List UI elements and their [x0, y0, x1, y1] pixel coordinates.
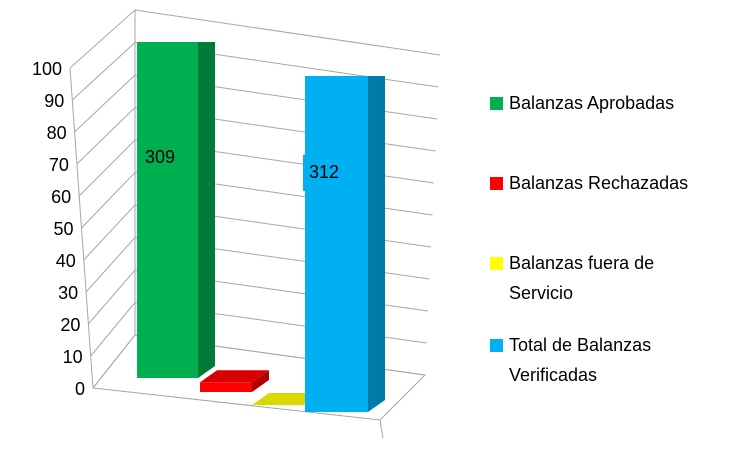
bar-group [200, 370, 269, 392]
bar-top [252, 393, 321, 405]
data-label-bg [303, 155, 349, 191]
data-label: 309 [145, 147, 175, 167]
bar-group [305, 76, 385, 412]
legend-swatch [490, 97, 503, 110]
bar [305, 76, 368, 412]
bar-side [252, 370, 269, 392]
legend-item: Balanzas Aprobadas [490, 88, 674, 118]
y-tick-label: 80 [47, 123, 67, 143]
legend-label: Total de Balanzas Verificadas [509, 335, 652, 385]
legend-swatch [490, 177, 503, 190]
legend-item: Balanzas fuera de Servicio [490, 248, 690, 308]
y-tick-label: 10 [63, 347, 83, 367]
axis-line [69, 67, 94, 389]
legend-item: Balanzas Rechazadas [490, 168, 688, 198]
legend-swatch [490, 339, 503, 352]
legend-label: Balanzas Aprobadas [509, 93, 675, 113]
grid-line [69, 9, 441, 69]
y-tick-label: 100 [32, 59, 62, 79]
y-tick-label: 30 [58, 283, 78, 303]
floor [92, 334, 427, 421]
y-tick-label: 20 [60, 315, 80, 335]
data-label: 312 [309, 162, 339, 182]
bar-side [368, 76, 385, 412]
legend-label: Balanzas fuera de Servicio [509, 253, 655, 303]
floor-edge [379, 419, 384, 439]
y-tick-label: 70 [49, 155, 69, 175]
y-tick-label: 90 [44, 91, 64, 111]
y-tick-label: 0 [75, 379, 85, 399]
legend-item: Total de Balanzas Verificadas [490, 330, 690, 390]
legend: Balanzas Aprobadas Balanzas Rechazadas Bal… [490, 0, 752, 452]
bar-top [200, 370, 269, 383]
y-tick-label: 50 [53, 219, 73, 239]
y-tick-label: 60 [51, 187, 71, 207]
bar [200, 382, 252, 392]
bar [137, 42, 198, 378]
bar-group [252, 393, 321, 406]
bar-side [198, 42, 215, 378]
bar-group [137, 42, 215, 378]
legend-swatch [490, 257, 503, 270]
y-tick-label: 40 [56, 251, 76, 271]
legend-label: Balanzas Rechazadas [509, 173, 689, 193]
